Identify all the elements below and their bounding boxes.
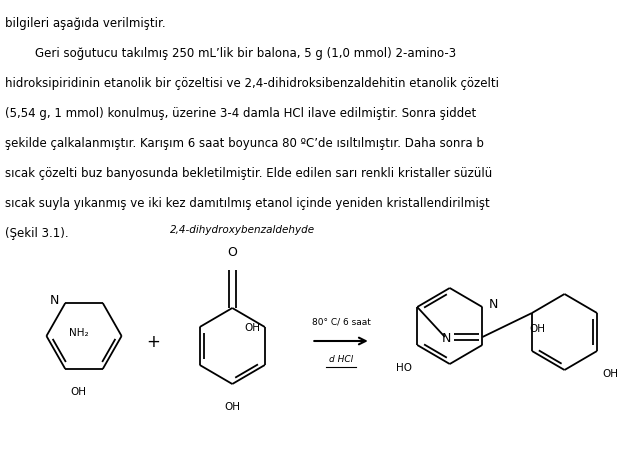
Text: N: N bbox=[50, 293, 60, 306]
Text: d HCl: d HCl bbox=[329, 355, 353, 364]
Text: bilgileri aşağıda verilmiştir.: bilgileri aşağıda verilmiştir. bbox=[5, 17, 166, 30]
Text: (5,54 g, 1 mmol) konulmuş, üzerine 3-4 damla HCl ilave edilmiştir. Sonra şiddet: (5,54 g, 1 mmol) konulmuş, üzerine 3-4 d… bbox=[5, 107, 476, 120]
Text: OH: OH bbox=[602, 368, 618, 378]
Text: N: N bbox=[442, 332, 451, 345]
Text: şekilde çalkalanmıştır. Karışım 6 saat boyunca 80 ºC’de ısıltılmıştır. Daha sonr: şekilde çalkalanmıştır. Karışım 6 saat b… bbox=[5, 137, 484, 150]
Text: +: + bbox=[146, 332, 160, 350]
Text: 2,4-dihydroxybenzaldehyde: 2,4-dihydroxybenzaldehyde bbox=[170, 225, 315, 235]
Text: NH₂: NH₂ bbox=[69, 327, 89, 337]
Text: 80° C/ 6 saat: 80° C/ 6 saat bbox=[311, 317, 370, 326]
Text: (Şekil 3.1).: (Şekil 3.1). bbox=[5, 226, 68, 239]
Text: OH: OH bbox=[224, 401, 241, 411]
Text: N: N bbox=[489, 297, 499, 310]
Text: sıcak çözelti buz banyosunda bekletilmiştir. Elde edilen sarı renkli kristaller : sıcak çözelti buz banyosunda bekletilmiş… bbox=[5, 166, 492, 179]
Text: Geri soğutucu takılmış 250 mL’lik bir balona, 5 g (1,0 mmol) 2-amino-3: Geri soğutucu takılmış 250 mL’lik bir ba… bbox=[5, 47, 456, 60]
Text: sıcak suyla yıkanmış ve iki kez damıtılmış etanol içinde yeniden kristallendiril: sıcak suyla yıkanmış ve iki kez damıtılm… bbox=[5, 197, 490, 210]
Text: hidroksipiridinin etanolik bir çözeltisi ve 2,4-dihidroksibenzaldehitin etanolik: hidroksipiridinin etanolik bir çözeltisi… bbox=[5, 77, 499, 90]
Text: HO: HO bbox=[396, 362, 412, 372]
Text: OH: OH bbox=[70, 386, 86, 396]
Text: OH: OH bbox=[529, 323, 545, 333]
Text: O: O bbox=[227, 245, 237, 258]
Text: OH: OH bbox=[245, 322, 261, 332]
